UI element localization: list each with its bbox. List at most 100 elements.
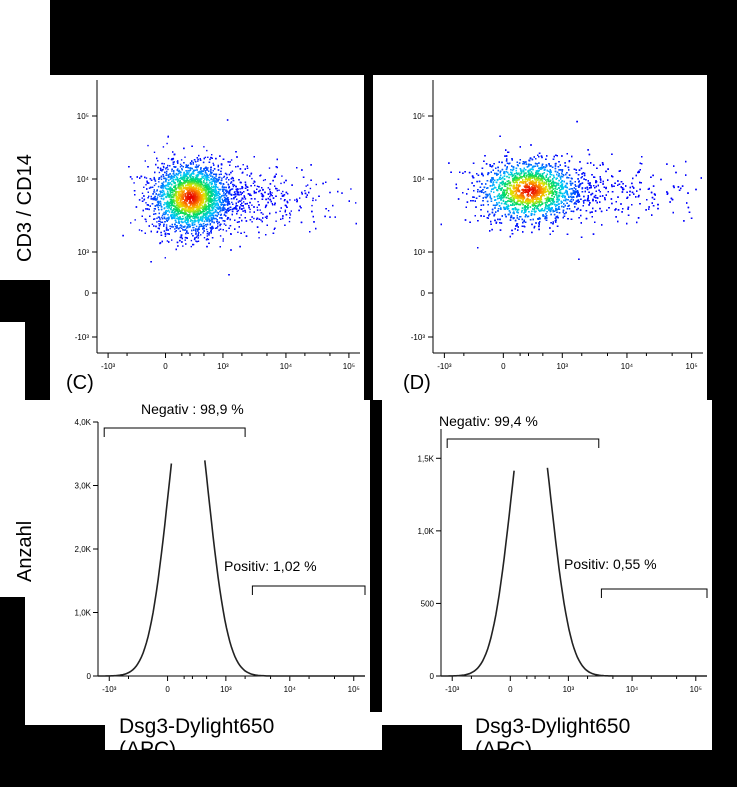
scatter-point xyxy=(189,220,192,222)
scatter-point xyxy=(215,206,217,209)
scatter-point xyxy=(167,219,169,221)
scatter-point xyxy=(211,228,213,230)
scatter-point xyxy=(206,189,209,191)
scatter-point xyxy=(138,229,141,231)
top-white-bg xyxy=(373,75,707,400)
scatter-point xyxy=(141,230,143,232)
scatter-point xyxy=(205,197,207,200)
scatter-point xyxy=(288,220,291,223)
scatter-point xyxy=(186,194,189,196)
scatter-point xyxy=(274,185,276,187)
scatter-point xyxy=(206,179,208,181)
scatter-point xyxy=(189,199,191,201)
scatter-point xyxy=(184,194,187,196)
scatter-point xyxy=(219,199,221,201)
scatter-point xyxy=(173,161,175,163)
scatter-point xyxy=(206,228,208,231)
scatter-point xyxy=(250,172,253,175)
scatter-point xyxy=(237,201,240,203)
scatter-point xyxy=(271,202,273,205)
scatter-point xyxy=(202,185,205,187)
scatter-point xyxy=(185,222,187,224)
scatter-point xyxy=(290,210,292,212)
scatter-point xyxy=(217,165,219,168)
scatter-point xyxy=(160,185,162,187)
scatter-point xyxy=(228,161,230,163)
scatter-point xyxy=(262,217,264,219)
scatter-point xyxy=(178,188,181,190)
scatter-point xyxy=(223,200,225,202)
scatter-point xyxy=(188,194,190,196)
scatter-point xyxy=(163,175,165,178)
scatter-point xyxy=(167,205,170,207)
scatter-point xyxy=(160,190,162,192)
scatter-point xyxy=(187,210,189,212)
scatter-point xyxy=(241,187,243,190)
scatter-point xyxy=(159,200,161,203)
scatter-point xyxy=(261,187,263,189)
scatter-point xyxy=(189,206,191,208)
scatter-point xyxy=(210,181,212,184)
scatter-point xyxy=(238,194,240,196)
scatter-point xyxy=(196,184,198,186)
scatter-point xyxy=(201,207,203,209)
scatter-point xyxy=(159,193,162,195)
scatter-point xyxy=(158,225,161,227)
scatter-point xyxy=(226,176,228,179)
scatter-point xyxy=(148,187,151,189)
scatter-point xyxy=(195,189,198,191)
scatter-point xyxy=(259,189,261,192)
scatter-point xyxy=(231,176,233,179)
scatter-point xyxy=(188,187,191,189)
scatter-point xyxy=(205,225,207,228)
scatter-point xyxy=(191,180,193,183)
scatter-point xyxy=(245,235,248,237)
scatter-point xyxy=(251,216,253,218)
scatter-point xyxy=(208,195,210,198)
scatter-point xyxy=(225,198,227,200)
scatter-point xyxy=(191,176,194,178)
scatter-point xyxy=(212,207,214,209)
scatter-point xyxy=(162,195,164,197)
scatter-point xyxy=(154,191,156,193)
scatter-point xyxy=(199,216,202,218)
scatter-point xyxy=(178,219,180,221)
scatter-point xyxy=(294,199,296,201)
scatter-point xyxy=(274,176,276,178)
scatter-point xyxy=(165,210,167,212)
scatter-point xyxy=(244,198,247,200)
scatter-point xyxy=(181,205,183,208)
scatter-point xyxy=(161,214,164,217)
scatter-point xyxy=(218,229,220,231)
scatter-point xyxy=(204,205,206,207)
scatter-point xyxy=(217,203,219,205)
scatter-point xyxy=(276,166,278,169)
scatter-point xyxy=(163,192,165,194)
scatter-point xyxy=(243,201,245,203)
scatter-point xyxy=(174,231,176,233)
scatter-point xyxy=(211,207,213,209)
scatter-point xyxy=(214,173,216,175)
scatter-point xyxy=(229,193,232,195)
scatter-point xyxy=(223,175,226,178)
scatter-point xyxy=(203,227,205,230)
x-tick-label: 10³ xyxy=(217,362,229,371)
scatter-point xyxy=(242,164,244,166)
scatter-point xyxy=(167,190,169,193)
scatter-point xyxy=(177,174,179,176)
scatter-point xyxy=(289,199,291,201)
scatter-point xyxy=(148,195,150,197)
scatter-point xyxy=(178,203,181,206)
scatter-point xyxy=(169,205,171,207)
scatter-point xyxy=(212,208,214,210)
scatter-point xyxy=(178,210,181,212)
scatter-point xyxy=(166,207,169,209)
scatter-point xyxy=(193,194,195,197)
scatter-point xyxy=(165,168,167,170)
scatter-point xyxy=(209,205,212,208)
scatter-point xyxy=(284,224,286,226)
scatter-point xyxy=(187,218,189,220)
scatter-point xyxy=(280,182,282,185)
scatter-point xyxy=(163,163,165,165)
scatter-point xyxy=(258,237,260,239)
